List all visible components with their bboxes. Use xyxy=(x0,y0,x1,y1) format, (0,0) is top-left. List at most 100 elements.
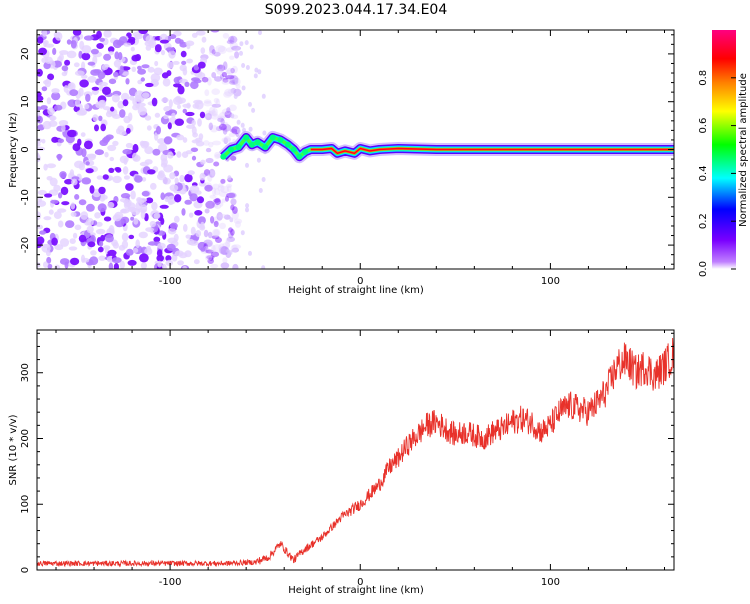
noise-speck xyxy=(78,87,84,97)
noise-speck xyxy=(99,99,107,108)
noise-speck xyxy=(205,110,211,118)
y-tick-label: 0 xyxy=(20,567,31,573)
noise-speck xyxy=(99,240,104,247)
noise-speck xyxy=(103,245,111,250)
noise-speck xyxy=(182,103,191,108)
noise-speck xyxy=(80,132,86,138)
noise-speck xyxy=(219,222,226,230)
noise-speck xyxy=(169,172,176,180)
noise-speck xyxy=(112,175,122,184)
noise-speck xyxy=(217,117,225,123)
noise-speck xyxy=(213,198,221,203)
noise-speck xyxy=(37,106,43,111)
noise-speck xyxy=(169,222,178,230)
noise-speck xyxy=(211,235,220,240)
snr-panel: -100 0 100 0 100 200 300 Height of straight li… xyxy=(8,329,675,596)
noise-speck xyxy=(67,129,77,138)
noise-speck xyxy=(228,231,234,239)
noise-speck xyxy=(57,220,64,228)
noise-speck xyxy=(218,246,229,255)
noise-speck xyxy=(145,35,154,44)
noise-speck xyxy=(200,47,206,54)
noise-speck xyxy=(261,93,266,99)
noise-speck xyxy=(69,169,75,177)
x-tick-label: -100 xyxy=(159,577,182,588)
noise-speck xyxy=(194,210,203,216)
noise-speck xyxy=(87,76,97,83)
noise-speck xyxy=(101,64,109,71)
noise-speck xyxy=(136,197,143,203)
noise-speck xyxy=(83,35,94,41)
noise-speck xyxy=(223,91,232,98)
noise-speck xyxy=(69,238,76,245)
ridge-blob xyxy=(220,153,227,160)
noise-speck xyxy=(191,32,198,38)
noise-speck xyxy=(86,153,97,159)
noise-speck xyxy=(174,194,182,203)
noise-speck xyxy=(219,74,224,80)
noise-speck xyxy=(217,64,223,70)
noise-speck xyxy=(184,199,192,205)
noise-speck xyxy=(240,122,245,128)
noise-speck xyxy=(95,221,103,227)
noise-speck xyxy=(212,140,222,146)
noise-speck xyxy=(229,217,234,223)
noise-speck xyxy=(108,225,115,234)
noise-speck xyxy=(121,240,129,249)
noise-speck xyxy=(130,46,135,52)
noise-speck xyxy=(208,168,216,178)
noise-speck xyxy=(205,157,214,164)
noise-speck xyxy=(203,169,211,176)
noise-speck xyxy=(193,259,200,265)
noise-speck xyxy=(144,115,152,121)
noise-speck xyxy=(123,175,131,180)
noise-speck xyxy=(203,100,212,107)
noise-speck xyxy=(90,48,99,55)
noise-speck xyxy=(177,104,181,109)
noise-speck xyxy=(236,128,241,134)
noise-speck xyxy=(80,254,86,263)
noise-speck xyxy=(227,88,238,95)
noise-speck xyxy=(232,263,239,269)
noise-speck xyxy=(107,201,115,209)
noise-speck xyxy=(137,106,147,116)
noise-speck xyxy=(228,250,233,256)
noise-speck xyxy=(205,249,214,254)
noise-speck xyxy=(37,236,45,245)
noise-speck xyxy=(87,61,96,66)
ridge-core xyxy=(310,147,674,155)
noise-speck xyxy=(37,189,47,196)
noise-speck xyxy=(61,201,70,206)
noise-speck xyxy=(95,228,106,235)
noise-speck xyxy=(222,257,228,264)
noise-speck xyxy=(225,69,232,75)
noise-speck xyxy=(100,123,106,132)
noise-speck xyxy=(49,115,57,121)
noise-speck xyxy=(223,121,229,127)
noise-speck xyxy=(73,62,80,68)
noise-speck xyxy=(231,45,242,51)
noise-speck xyxy=(37,224,43,230)
noise-speck xyxy=(208,256,214,262)
noise-speck xyxy=(226,107,231,114)
noise-speck xyxy=(118,129,127,136)
colorbar-gradient xyxy=(712,30,736,269)
noise-speck xyxy=(94,212,101,219)
noise-speck xyxy=(61,124,66,132)
noise-speck xyxy=(67,99,77,108)
noise-speck xyxy=(174,250,184,257)
noise-speck xyxy=(221,80,230,85)
noise-speck xyxy=(54,244,64,251)
noise-speck xyxy=(61,71,68,77)
noise-speck xyxy=(137,208,147,213)
noise-speck xyxy=(189,193,198,202)
noise-speck xyxy=(47,263,53,269)
colorbar: 0.0 0.2 0.4 0.6 0.8 Normalized spectral ampl… xyxy=(698,30,749,277)
y-tick-label: 300 xyxy=(20,363,31,382)
noise-speck xyxy=(197,61,206,69)
noise-speck xyxy=(44,43,55,48)
noise-speck xyxy=(258,30,262,36)
noise-speck xyxy=(166,243,176,251)
colorbar-tick-label: 0.6 xyxy=(698,118,709,134)
